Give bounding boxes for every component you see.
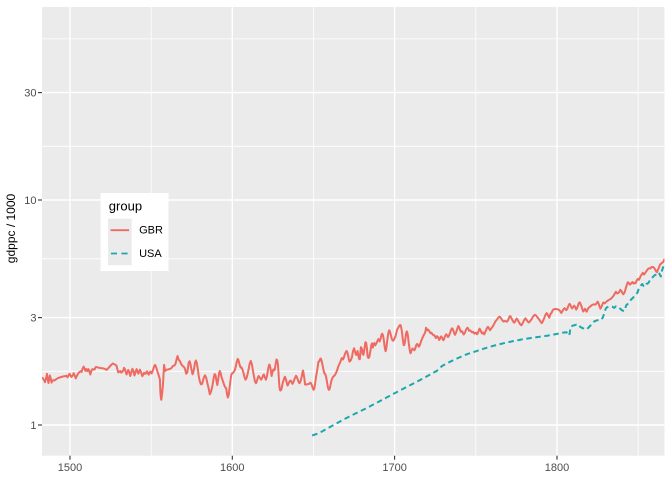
svg-text:30: 30 bbox=[24, 88, 36, 100]
svg-text:1500: 1500 bbox=[58, 462, 82, 474]
svg-text:10: 10 bbox=[24, 195, 36, 207]
svg-text:1800: 1800 bbox=[545, 462, 569, 474]
svg-text:1: 1 bbox=[30, 420, 36, 432]
svg-text:1700: 1700 bbox=[382, 462, 406, 474]
svg-text:USA: USA bbox=[139, 248, 162, 260]
svg-text:group: group bbox=[109, 199, 142, 214]
svg-text:GBR: GBR bbox=[139, 225, 163, 237]
svg-text:3: 3 bbox=[30, 313, 36, 325]
svg-text:1600: 1600 bbox=[220, 462, 244, 474]
svg-text:gdppc / 1000: gdppc / 1000 bbox=[4, 193, 18, 263]
